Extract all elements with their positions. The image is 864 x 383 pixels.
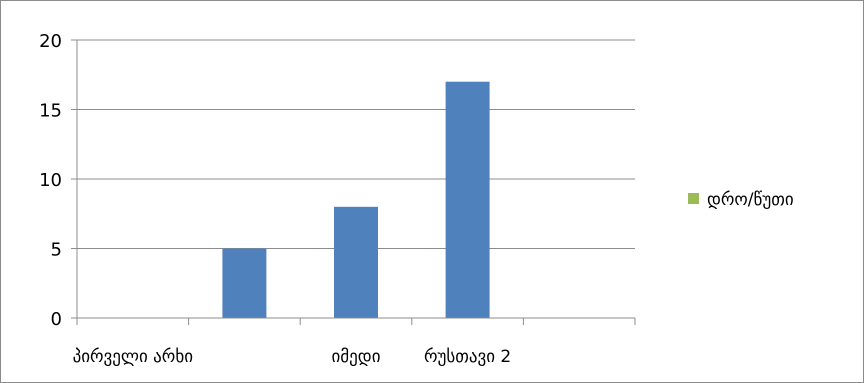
y-tick-label: 10	[39, 170, 62, 191]
x-tick-label: რუსთავი 2	[424, 347, 511, 367]
bar	[445, 81, 490, 318]
x-tick-label: პირველი არხი	[73, 347, 193, 367]
y-tick-label: 15	[39, 101, 62, 122]
legend-swatch	[688, 193, 699, 204]
y-tick-labels: 0 5 10 15 20	[39, 31, 62, 330]
bar	[334, 206, 378, 318]
x-tick-labels: პირველი არხი იმედი რუსთავი 2	[73, 347, 512, 367]
legend: დრო/წუთი	[688, 190, 794, 210]
x-tick-label: იმედი	[331, 347, 380, 367]
y-tick-label: 0	[51, 309, 62, 330]
bars	[222, 81, 490, 318]
y-tick-label: 5	[51, 240, 62, 261]
bar	[222, 248, 267, 318]
y-tick-label: 20	[39, 31, 62, 52]
axes	[71, 39, 636, 325]
legend-label: დრო/წუთი	[707, 190, 794, 210]
